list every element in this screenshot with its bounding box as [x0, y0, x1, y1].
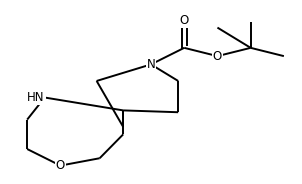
Text: O: O [180, 14, 189, 27]
Text: N: N [147, 58, 155, 71]
Text: O: O [213, 50, 222, 63]
Text: HN: HN [27, 91, 45, 104]
Text: O: O [56, 159, 65, 172]
